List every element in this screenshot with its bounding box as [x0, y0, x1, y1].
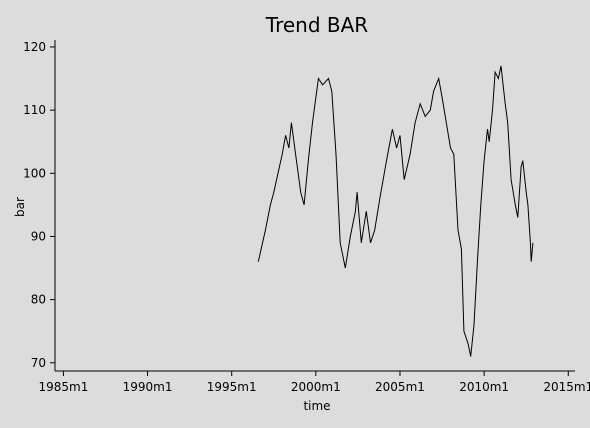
y-tick-label: 120	[23, 40, 46, 54]
x-tick-label: 2015m1	[543, 380, 590, 394]
x-tick-label: 1990m1	[123, 380, 173, 394]
x-tick-label: 2005m1	[375, 380, 425, 394]
x-tick-label: 2010m1	[459, 380, 509, 394]
line-series	[257, 65, 534, 357]
chart-title: Trend BAR	[265, 13, 368, 37]
y-tick-label: 90	[31, 229, 46, 243]
y-tick-label: 70	[31, 356, 46, 370]
x-tick-label: 2000m1	[291, 380, 341, 394]
y-axis-label: bar	[13, 197, 27, 217]
x-tick-label: 1995m1	[207, 380, 257, 394]
y-tick-label: 110	[23, 103, 46, 117]
x-tick-label: 1985m1	[38, 380, 88, 394]
x-axis-label: time	[303, 399, 330, 413]
y-tick-label: 80	[31, 293, 46, 307]
y-tick-label: 100	[23, 166, 46, 180]
